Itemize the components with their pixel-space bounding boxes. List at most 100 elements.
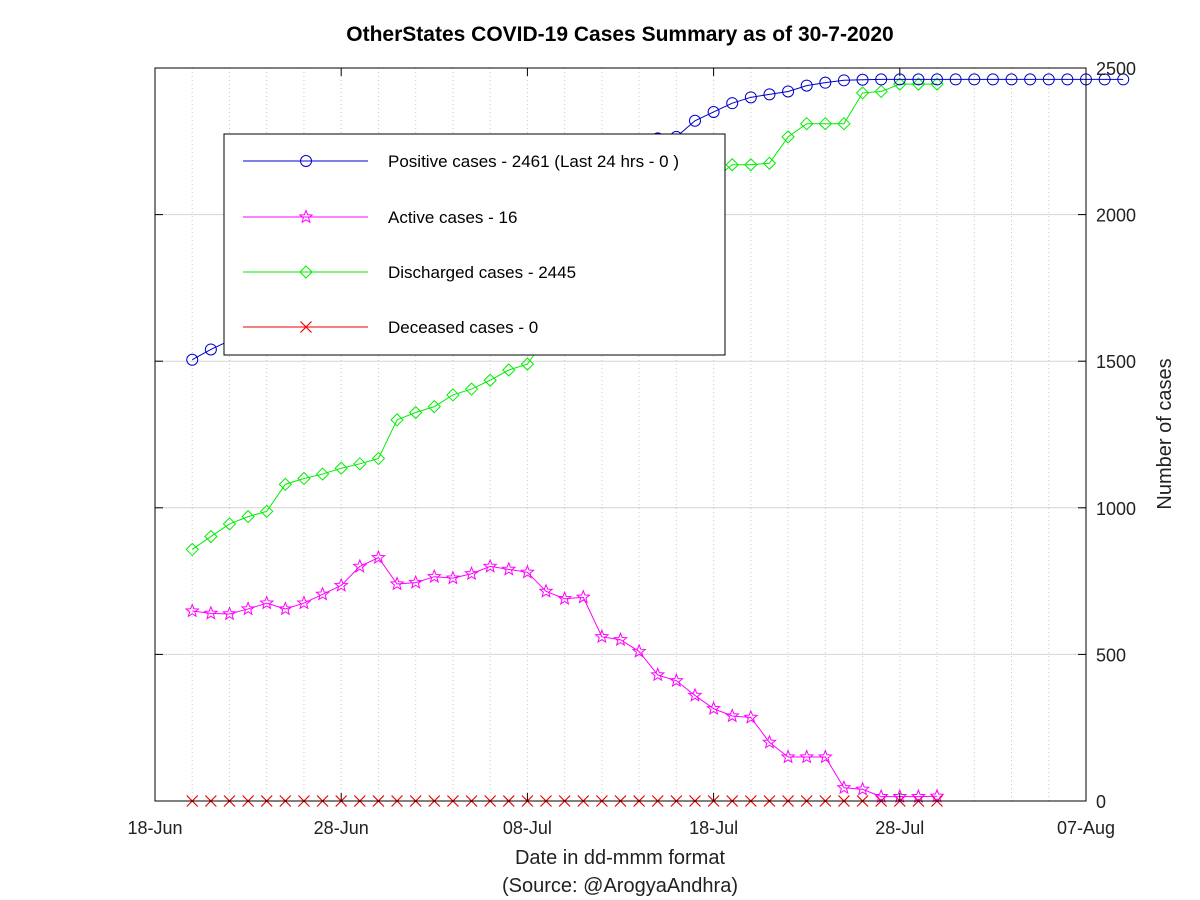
data-point — [557, 590, 573, 606]
data-point — [856, 73, 869, 86]
data-point — [1098, 73, 1111, 86]
data-point — [893, 77, 907, 91]
data-point — [427, 399, 442, 414]
data-point — [241, 509, 255, 524]
data-point — [203, 605, 219, 620]
data-point — [296, 595, 312, 610]
x-tick-label: 18-Jul — [689, 818, 738, 838]
data-point — [744, 158, 758, 172]
x-tick-label: 28-Jun — [314, 818, 369, 838]
data-point — [426, 568, 442, 584]
y-axis-label: Number of cases — [1154, 358, 1176, 509]
data-point — [800, 79, 813, 92]
data-point — [613, 631, 628, 647]
data-point — [502, 363, 516, 377]
data-point — [204, 343, 217, 356]
x-tick-label: 07-Aug — [1057, 818, 1115, 838]
data-point — [464, 565, 480, 581]
data-point — [743, 709, 759, 724]
data-point — [277, 601, 293, 616]
series-1 — [184, 549, 945, 803]
data-point — [464, 382, 479, 396]
data-point — [519, 564, 535, 579]
data-point — [874, 84, 888, 99]
y-tick-label: 0 — [1096, 792, 1106, 812]
data-point — [726, 97, 739, 110]
data-point — [1061, 73, 1074, 86]
data-point — [445, 570, 461, 585]
legend-entry: Deceased cases - 0 — [388, 318, 538, 337]
data-point — [538, 583, 554, 598]
data-point — [949, 73, 962, 86]
data-point — [763, 88, 776, 101]
data-point — [911, 77, 926, 91]
data-point — [986, 73, 999, 86]
data-point — [315, 586, 331, 601]
y-tick-label: 2000 — [1096, 206, 1136, 226]
data-point — [799, 749, 815, 764]
data-point — [575, 589, 591, 604]
data-point — [799, 117, 814, 131]
data-point — [781, 130, 795, 144]
data-point — [446, 388, 460, 402]
data-point — [1117, 73, 1130, 86]
data-point — [687, 687, 703, 702]
data-point — [688, 114, 701, 127]
y-tick-label: 2500 — [1096, 59, 1136, 79]
data-point — [221, 606, 237, 621]
x-axis-label: Date in dd-mmm format — [515, 847, 725, 869]
data-point — [278, 477, 293, 492]
data-point — [240, 601, 256, 616]
data-point — [819, 76, 832, 89]
data-point — [390, 413, 404, 427]
data-point-stroke — [300, 321, 312, 333]
legend-entry: Discharged cases - 2445 — [388, 263, 576, 282]
data-point — [631, 643, 647, 658]
data-point — [968, 73, 981, 86]
data-point — [836, 779, 852, 795]
data-point — [837, 117, 851, 131]
data-point — [298, 209, 314, 224]
data-point — [408, 405, 423, 420]
data-point — [817, 749, 833, 764]
data-point — [780, 749, 796, 764]
data-point — [334, 461, 348, 475]
legend-box — [223, 133, 726, 356]
data-point — [186, 353, 199, 366]
data-point — [371, 451, 386, 466]
data-point — [782, 85, 795, 98]
data-point — [408, 574, 424, 589]
data-point — [259, 595, 275, 610]
legend-entry: Positive cases - 2461 (Last 24 hrs - 0 ) — [388, 152, 679, 171]
data-point — [818, 117, 833, 131]
data-point — [650, 667, 666, 682]
data-point — [1024, 73, 1037, 86]
data-point — [744, 91, 757, 104]
data-point — [299, 265, 313, 279]
data-point — [482, 558, 498, 573]
series-line — [192, 557, 938, 798]
y-tick-label: 500 — [1096, 645, 1126, 665]
data-point — [931, 73, 944, 86]
data-point — [204, 529, 218, 544]
data-point — [185, 542, 199, 557]
data-point — [837, 74, 850, 87]
data-point — [762, 156, 777, 170]
data-point — [594, 628, 610, 644]
data-point — [929, 788, 945, 803]
data-point — [520, 357, 535, 371]
data-point — [370, 549, 386, 565]
data-point — [912, 73, 925, 86]
data-point — [222, 517, 237, 531]
data-point — [353, 457, 367, 471]
data-point — [855, 781, 871, 796]
axes: 18-Jun 28-Jun 08-Jul 18-Jul 28-Jul 07-Aug 0 500… — [127, 59, 1136, 838]
data-point — [725, 158, 739, 172]
data-point — [1005, 73, 1018, 86]
chart-title: OtherStates COVID-19 Cases Summary as of… — [346, 23, 893, 46]
x-axis-source: (Source: @ArogyaAndhra) — [502, 875, 738, 897]
legend-entry: Active cases - 16 — [388, 208, 517, 227]
data-point — [501, 561, 517, 576]
y-tick-label: 1500 — [1096, 352, 1136, 372]
